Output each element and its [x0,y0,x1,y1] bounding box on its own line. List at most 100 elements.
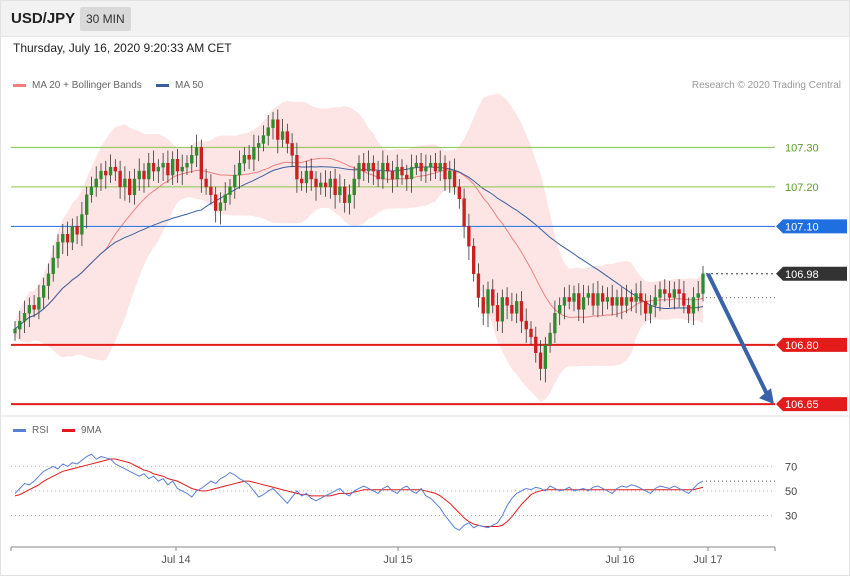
candle-bull [233,174,237,188]
level-tag-106.98 [776,266,847,281]
candle-bull [428,162,433,168]
bollinger-band [15,93,703,403]
x-tick-label: Jul 15 [383,554,412,566]
level-label-107.20: 107.20 [785,182,819,194]
legend-ma50: MA 50 [156,80,203,91]
candle-bull [634,293,638,302]
candle-bear [209,186,213,196]
candle-bull [22,313,27,322]
candle-bull [381,162,385,180]
x-tick-label: Jul 17 [693,554,722,566]
candle-bull [701,273,705,294]
candle-bull [438,162,442,172]
level-tag-106.80 [776,337,847,352]
candle-bull [123,178,127,188]
candle-bear [118,170,122,188]
candle-bull [94,178,98,188]
candle-bear [510,305,514,314]
candle-bear [534,336,538,354]
level-label-106.98: 106.98 [785,269,819,281]
candle-bull [672,289,677,298]
level-label-106.80: 106.80 [785,340,819,352]
legend-ma20: MA 20 + Bollinger Bands [13,80,142,91]
candle-bear [371,162,376,172]
candle-bear [419,162,423,172]
candle-bear [405,174,409,180]
candle-bull [271,119,275,128]
candle-bull [37,297,41,310]
candle-bear [199,147,204,180]
candle-bear [142,170,146,180]
candle-bear [452,170,457,188]
candle-bear [663,289,667,294]
rsi-level-30: 30 [785,510,797,522]
candle-bull [648,305,653,314]
candle-bear [204,178,208,188]
candle-bull [562,297,567,306]
candle-bear [529,328,533,338]
candle-bull [46,273,51,286]
rsi-level-50: 50 [785,486,797,498]
level-label-107.10: 107.10 [785,221,819,233]
candle-bull [261,135,266,144]
candle-bear [629,297,634,302]
candle-bull [543,344,548,369]
candle-bear [390,170,395,180]
candle-bull [514,301,519,314]
candle-bull [108,166,113,176]
candle-bear [151,162,156,172]
candle-bear [620,297,624,306]
rsi-ma-label: 9MA [81,425,102,436]
candle-bull [218,202,223,211]
candle-bull [228,186,232,196]
copyright: Research © 2020 Trading Central [691,80,841,91]
candle-bull [395,166,399,180]
candle-bull [180,166,184,172]
candle-bull [347,194,352,203]
candle-bear [400,166,404,176]
level-label-107.30: 107.30 [785,142,819,154]
candle-bear [213,194,218,211]
legend-rsi-ma: 9MA [62,425,102,436]
candle-bull [586,293,591,298]
timeframe-button[interactable]: 30 MIN [80,7,131,31]
rsi-label: RSI [32,425,49,436]
level-tag-107.10 [776,219,847,234]
candle-bear [481,297,485,314]
candle-bull [653,297,657,306]
candle-bear [567,297,571,302]
candle-bull [223,194,227,203]
candle-bull [448,170,452,180]
candle-bull [500,297,505,322]
candle-bull [185,162,189,168]
forecast-arrowhead [759,388,774,405]
ma50-swatch [156,83,169,87]
candle-bull [352,178,356,196]
candle-bear [519,301,524,322]
candle-bear [295,155,299,180]
candle-bull [486,289,490,314]
candle-bear [333,178,337,196]
candle-bull [89,186,94,196]
candle-bull [366,162,371,172]
candle-bear [457,186,462,199]
chart-header: USD/JPY 30 MIN [0,0,850,37]
candle-bear [443,162,447,180]
candle-bull [414,162,419,168]
candle-bear [104,170,108,176]
candle-bull [319,182,323,188]
candle-bull [280,131,285,140]
candle-bear [290,143,294,156]
candle-bear [376,170,380,180]
candle-bear [677,289,681,294]
ma50-label: MA 50 [175,80,204,91]
ma20-swatch [13,83,26,87]
candle-bull [256,143,261,148]
candle-bear [467,226,471,247]
candle-bear [175,158,180,172]
candle-bear [491,289,495,306]
candle-bear [471,245,476,275]
candle-bear [495,305,500,322]
candle-bear [342,186,347,203]
